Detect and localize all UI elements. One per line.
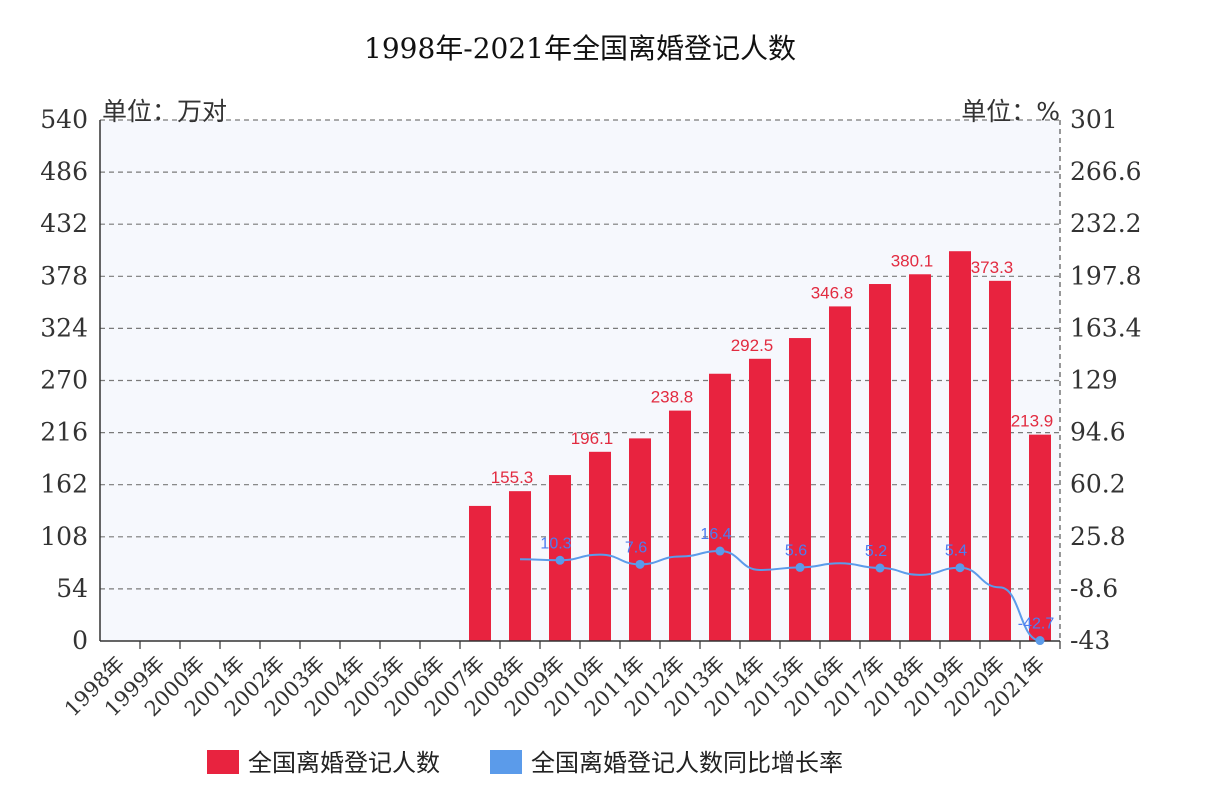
- bar-value-label: 196.1: [571, 429, 614, 448]
- line-point: [795, 562, 805, 572]
- bar: [629, 438, 651, 641]
- bar: [949, 251, 971, 641]
- bar: [509, 491, 531, 641]
- right-tick-label: 60.2: [1070, 470, 1126, 499]
- bar: [989, 280, 1011, 641]
- left-tick-label: 432: [40, 209, 88, 238]
- bar: [869, 284, 891, 641]
- bar-value-label: 292.5: [731, 336, 774, 355]
- bar-value-label: 238.8: [651, 388, 694, 407]
- line-value-label: 5.6: [785, 542, 807, 559]
- line-value-label: 16.4: [700, 526, 731, 543]
- line-series: [519, 546, 1045, 646]
- legend-swatch-line: [490, 750, 522, 774]
- left-tick-label: 54: [56, 574, 88, 603]
- line-point: [1035, 636, 1045, 646]
- left-axis-unit: 单位：万对: [102, 97, 227, 126]
- bar: [1029, 434, 1051, 641]
- right-tick-label: 94.6: [1070, 418, 1126, 447]
- bar-value-label: 380.1: [891, 251, 934, 270]
- bar-value-label: 213.9: [1011, 412, 1054, 431]
- right-tick-label: 197.8: [1070, 261, 1142, 290]
- right-axis-unit: 单位：%: [961, 97, 1060, 126]
- line-value-label: 5.2: [865, 543, 887, 560]
- left-tick-label: 324: [40, 313, 88, 342]
- legend: 全国离婚登记人数 全国离婚登记人数同比增长率: [207, 749, 843, 777]
- bar: [829, 306, 851, 641]
- left-tick-label: 162: [40, 470, 88, 499]
- right-tick-label: 266.6: [1070, 157, 1142, 186]
- right-tick-label: -43: [1070, 626, 1110, 655]
- grid-lines: [100, 119, 1060, 590]
- legend-swatch-bar: [207, 750, 239, 774]
- line-point: [875, 563, 885, 573]
- bar-series: [469, 251, 1051, 641]
- bar: [469, 505, 491, 641]
- left-tick-label: 486: [40, 157, 88, 186]
- left-tick-label: 378: [40, 261, 88, 290]
- bar: [789, 338, 811, 641]
- line-point: [955, 563, 965, 573]
- bar: [749, 358, 771, 641]
- bar-value-label: 373.3: [971, 258, 1014, 277]
- right-tick-label: 129: [1070, 366, 1118, 395]
- bar: [669, 410, 691, 641]
- right-tick-label: 301: [1070, 105, 1118, 134]
- left-tick-label: 540: [40, 105, 88, 134]
- line-point: [635, 559, 645, 569]
- bar: [909, 274, 931, 641]
- left-tick-label: 216: [40, 418, 88, 447]
- line-point: [555, 555, 565, 565]
- legend-label-bar: 全国离婚登记人数: [248, 749, 440, 777]
- bar: [709, 373, 731, 641]
- right-tick-label: 232.2: [1070, 209, 1142, 238]
- legend-label-line: 全国离婚登记人数同比增长率: [531, 749, 843, 777]
- line-value-label: 7.6: [625, 539, 647, 556]
- bar-value-label: 155.3: [491, 468, 534, 487]
- line-value-label: -42.7: [1018, 616, 1055, 633]
- chart-title: 1998年-2021年全国离婚登记人数: [364, 32, 796, 65]
- right-tick-label: -8.6: [1070, 574, 1118, 603]
- bar-value-label: 346.8: [811, 283, 854, 302]
- line-value-label: 5.4: [945, 543, 967, 560]
- right-tick-label: 163.4: [1070, 313, 1142, 342]
- line-value-label: 10.3: [540, 535, 571, 552]
- left-tick-label: 108: [40, 522, 88, 551]
- data-labels: 155.3 196.1 238.8 292.5 346.8 380.1 373.3 213.9…: [491, 251, 1055, 632]
- line-point: [715, 546, 725, 556]
- left-tick-label: 0: [72, 626, 88, 655]
- bar: [589, 451, 611, 641]
- left-tick-label: 270: [40, 366, 88, 395]
- right-tick-label: 25.8: [1070, 522, 1126, 551]
